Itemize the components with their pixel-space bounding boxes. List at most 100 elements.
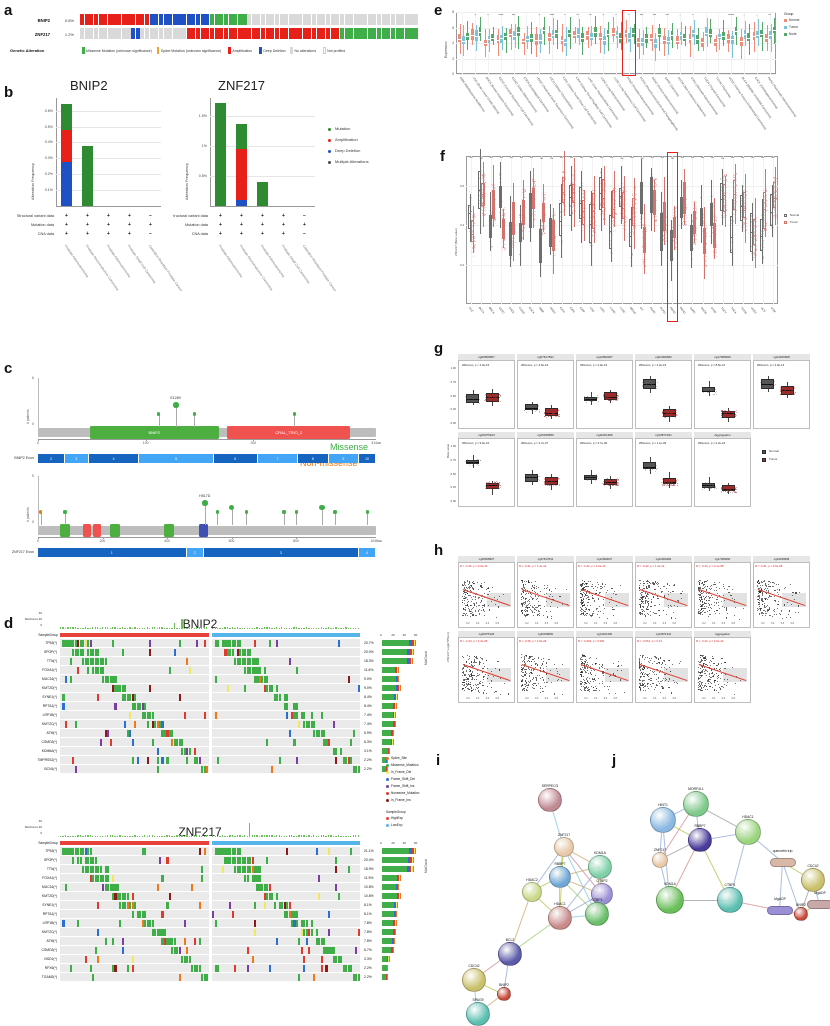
- f-point: [644, 254, 645, 255]
- mutcount-bar-115: [348, 628, 349, 629]
- gene-label-9: KMT2C(*): [13, 722, 57, 726]
- f-point: [550, 246, 551, 247]
- f-point: [684, 223, 685, 224]
- alteration-cell: [177, 14, 181, 25]
- f-point: [603, 187, 604, 188]
- alteration-cell: [372, 28, 376, 39]
- f-point: [644, 236, 645, 237]
- gene-label-13: TMPRSS2(*): [13, 758, 57, 762]
- onco-tile: [340, 956, 342, 963]
- mutcount-bar-25: [122, 836, 123, 837]
- mutcount-bar-71: [239, 835, 240, 837]
- f-point: [573, 193, 574, 194]
- f-point: [563, 181, 564, 182]
- f-point: [766, 226, 767, 227]
- onco-tile: [161, 757, 163, 764]
- bar-axis-tick-1: 20: [391, 841, 394, 845]
- median-20-0: [714, 42, 717, 43]
- f-point: [696, 213, 697, 214]
- mutcount-bar-2: [65, 835, 66, 837]
- f-point: [544, 194, 545, 195]
- mutcount-bar-75: [249, 628, 250, 629]
- onco-tile: [92, 974, 94, 981]
- row-bg-right-9: [212, 928, 360, 936]
- onco-tile: [186, 757, 188, 764]
- median-8-2: [568, 33, 571, 34]
- median-23-2: [760, 34, 763, 35]
- domain-2: [93, 524, 101, 537]
- mutcount-bar-73: [244, 628, 245, 629]
- f-point: [585, 218, 586, 219]
- alteration-cell: [270, 14, 274, 25]
- alteration-cell: [201, 14, 205, 25]
- alteration-cell: [335, 28, 339, 39]
- f-point: [563, 205, 564, 206]
- f-point: [473, 235, 474, 236]
- mutcount-bar-15: [97, 836, 98, 837]
- significance-marker-21: *****: [728, 13, 734, 17]
- f-point: [605, 211, 606, 212]
- median-19-0: [701, 42, 704, 43]
- f-point: [696, 227, 697, 228]
- f-point: [545, 215, 546, 216]
- row-bg-right-10: [212, 729, 360, 737]
- median-4-1: [513, 36, 516, 37]
- f-point: [745, 200, 746, 201]
- f-point: [623, 223, 624, 224]
- f-point: [479, 189, 480, 190]
- f-point: [532, 180, 533, 181]
- row-bg-right-3: [212, 874, 360, 882]
- alteration-cell: [256, 28, 260, 39]
- f-point: [505, 218, 506, 219]
- x-axis: [210, 206, 315, 207]
- f-sig-30: ***: [771, 157, 774, 160]
- f-point: [493, 192, 494, 193]
- panel-a-pct-bnip2: 0.6%: [52, 18, 74, 23]
- mutcount-bar-21: [112, 627, 113, 629]
- e-ytick-3: 2: [442, 57, 454, 61]
- mutcount-bar-31: [137, 836, 138, 837]
- f-point: [771, 226, 772, 227]
- f-point: [684, 190, 685, 191]
- y-tick-2: 0.5%: [185, 174, 207, 178]
- f-point: [584, 210, 585, 211]
- mutcount-bar-86: [276, 835, 277, 837]
- mutcount-bar-82: [266, 627, 267, 629]
- onco-tile: [303, 965, 305, 972]
- alteration-cell: [108, 28, 112, 39]
- f-point: [721, 217, 722, 218]
- median-7-2: [555, 33, 558, 34]
- onco-tile: [338, 893, 340, 900]
- f-point: [584, 215, 585, 216]
- median-0-1: [462, 41, 465, 42]
- alteration-cell: [345, 28, 349, 39]
- lollipop-head-5: [245, 510, 248, 513]
- median-16-0: [663, 40, 666, 41]
- significance-marker-6: *: [539, 13, 540, 17]
- alteration-cell: [303, 28, 307, 39]
- onco-tile: [62, 703, 64, 710]
- f-point: [645, 225, 646, 226]
- median-22-1: [744, 34, 747, 35]
- f-point: [484, 182, 485, 183]
- lollipop-stick-6: [284, 512, 285, 525]
- bar-axis-tick-0: 0: [380, 633, 382, 637]
- f-point: [734, 177, 735, 178]
- mutcount-bar-46: [174, 623, 175, 629]
- f-point: [595, 198, 596, 199]
- alteration-cell: [409, 14, 413, 25]
- mutcount-bar-80: [261, 628, 262, 629]
- bar-axis-tick-0: 0: [380, 841, 382, 845]
- bar-segment-1-2: [236, 124, 247, 149]
- row-bg-left-7: [60, 910, 209, 918]
- row-bg-left-10: [60, 937, 209, 945]
- onco-tile: [311, 929, 313, 936]
- lollipop-stick-4: [232, 508, 233, 526]
- mutcount-bar-1: [62, 836, 63, 837]
- mutcount-bar-84: [271, 835, 272, 837]
- f-point: [605, 190, 606, 191]
- median-17-1: [680, 35, 683, 36]
- gene-bar-9-0: [382, 721, 393, 727]
- alteration-cell: [196, 14, 200, 25]
- f-point: [716, 252, 717, 253]
